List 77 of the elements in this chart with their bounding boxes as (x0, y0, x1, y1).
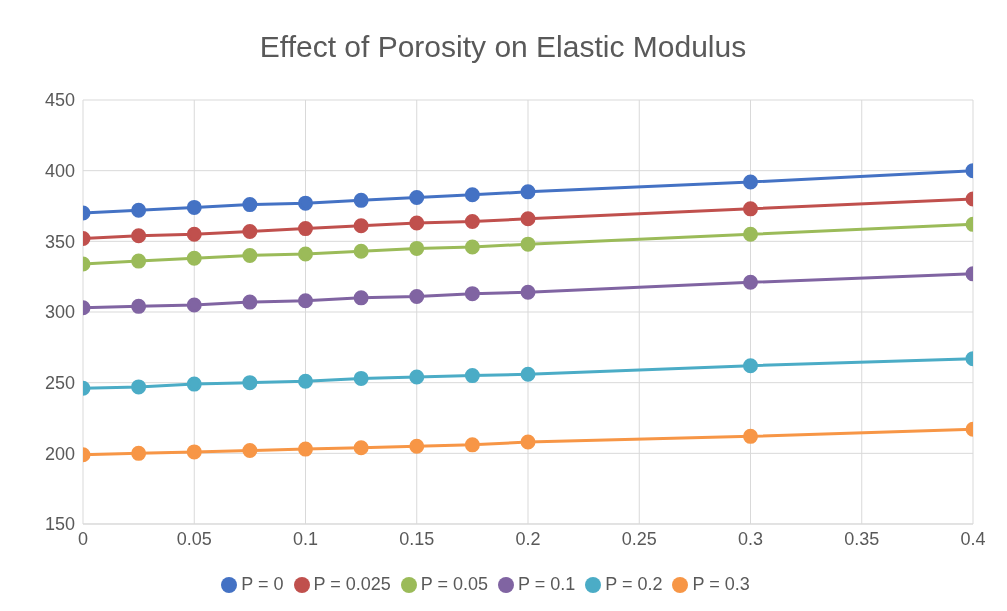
legend-label: P = 0 (241, 574, 284, 594)
point (298, 221, 313, 237)
point (743, 358, 758, 374)
point (743, 226, 758, 242)
point (520, 236, 536, 252)
point (520, 211, 536, 227)
x-tick-label: 0.35 (844, 528, 880, 549)
point (520, 284, 536, 300)
chart-title: Effect of Porosity on Elastic Modulus (258, 29, 748, 65)
point (464, 187, 480, 203)
point (186, 250, 202, 266)
y-tick-label: 400 (44, 161, 75, 182)
point (520, 366, 536, 382)
point (131, 445, 147, 461)
point (353, 290, 369, 306)
legend-label: P = 0.3 (692, 574, 750, 594)
point (298, 441, 313, 457)
point (186, 444, 202, 460)
point (131, 253, 147, 269)
legend-label: P = 0.05 (420, 574, 489, 594)
point (242, 375, 258, 391)
point (353, 218, 369, 234)
y-tick-label: 200 (44, 443, 75, 464)
point (298, 293, 313, 309)
x-tick-label: 0.25 (621, 528, 657, 549)
point (353, 243, 369, 259)
x-tick-label: 0.1 (292, 528, 319, 549)
point (743, 174, 758, 190)
point (186, 297, 202, 313)
point (186, 376, 202, 392)
point (353, 440, 369, 456)
point (409, 215, 425, 231)
x-tick-label: 0 (77, 528, 89, 549)
point (298, 246, 313, 262)
point (298, 373, 313, 389)
point (464, 437, 480, 453)
x-tick-label: 0.3 (737, 528, 764, 549)
point (131, 298, 147, 314)
x-tick-label: 0.15 (399, 528, 435, 549)
point (464, 214, 480, 230)
y-tick-label: 450 (44, 90, 75, 111)
x-tick-label: 0.2 (515, 528, 541, 549)
point (186, 226, 202, 242)
point (131, 202, 147, 218)
point (242, 197, 258, 213)
point (409, 190, 425, 206)
point (131, 379, 147, 395)
legend-label: P = 0.025 (313, 574, 391, 594)
point (743, 428, 758, 444)
point (520, 434, 536, 450)
point (242, 294, 258, 310)
y-tick-label: 350 (44, 231, 75, 252)
y-tick-label: 250 (44, 373, 75, 394)
point (409, 288, 425, 304)
x-tick-label: 0.4 (960, 528, 986, 549)
y-tick-label: 150 (44, 514, 75, 535)
point (242, 223, 258, 239)
y-tick-label: 300 (44, 302, 75, 323)
point (353, 370, 369, 386)
point (409, 369, 425, 385)
point (743, 274, 758, 290)
point (242, 443, 258, 459)
point (409, 438, 425, 454)
x-tick-label: 0.05 (176, 528, 212, 549)
point (743, 201, 758, 217)
point (464, 368, 480, 384)
point (131, 228, 147, 244)
point (298, 195, 313, 211)
point (464, 286, 480, 302)
point (409, 240, 425, 256)
point (464, 239, 480, 255)
point (186, 199, 202, 215)
point (520, 184, 536, 200)
point (353, 192, 369, 208)
legend-label: P = 0.1 (518, 574, 576, 594)
legend-label: P = 0.2 (605, 574, 663, 594)
point (242, 247, 258, 263)
